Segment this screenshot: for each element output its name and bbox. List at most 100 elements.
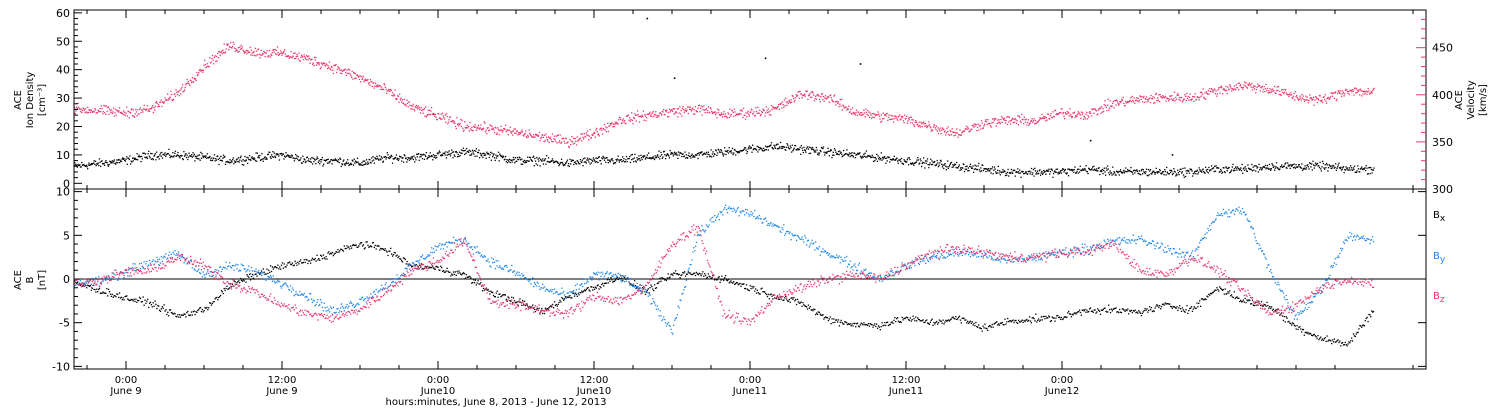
velocity-point bbox=[719, 114, 721, 117]
velocity-point bbox=[306, 56, 309, 58]
velocity-point bbox=[1277, 85, 1280, 88]
density-point bbox=[1280, 165, 1282, 168]
density-point bbox=[1112, 166, 1114, 168]
velocity-point bbox=[627, 114, 630, 116]
velocity-point bbox=[528, 129, 530, 131]
density-point bbox=[1102, 172, 1104, 175]
velocity-point bbox=[1314, 99, 1316, 101]
velocity-point bbox=[170, 90, 172, 93]
velocity-point bbox=[1260, 87, 1263, 89]
Bx-point bbox=[707, 273, 709, 275]
Bx-point bbox=[517, 304, 519, 307]
density-point bbox=[660, 151, 662, 154]
density-point bbox=[570, 160, 572, 162]
velocity-point bbox=[969, 129, 972, 132]
density-point bbox=[602, 155, 604, 158]
Bx-point bbox=[116, 293, 118, 295]
velocity-point bbox=[668, 115, 670, 118]
Bx-point bbox=[702, 271, 704, 273]
density-point bbox=[820, 150, 822, 153]
density-point bbox=[344, 164, 346, 166]
density-point bbox=[757, 151, 759, 153]
velocity-point bbox=[1077, 111, 1079, 113]
velocity-point bbox=[1288, 93, 1291, 95]
Bx-point bbox=[539, 313, 541, 315]
velocity-point bbox=[214, 55, 216, 57]
density-point bbox=[877, 155, 879, 157]
density-point bbox=[819, 149, 821, 152]
density-point bbox=[710, 149, 712, 151]
velocity-point bbox=[456, 117, 458, 119]
velocity-point bbox=[557, 135, 559, 137]
density-point bbox=[1283, 165, 1285, 167]
velocity-point bbox=[1191, 98, 1193, 100]
density-point bbox=[1364, 167, 1366, 169]
density-point bbox=[580, 161, 582, 163]
velocity-axis-label-line-1: ACE bbox=[1454, 90, 1465, 110]
velocity-point bbox=[659, 112, 661, 114]
density-point bbox=[152, 158, 154, 161]
velocity-point bbox=[1207, 93, 1209, 95]
velocity-point bbox=[417, 108, 419, 110]
density-point bbox=[1169, 169, 1171, 172]
density-point bbox=[94, 160, 97, 163]
velocity-point bbox=[836, 100, 838, 103]
velocity-point bbox=[521, 129, 523, 131]
velocity-point bbox=[154, 109, 156, 111]
Bx-point bbox=[661, 277, 663, 279]
density-point bbox=[540, 158, 542, 161]
velocity-point bbox=[1143, 95, 1145, 98]
density-point bbox=[188, 152, 190, 154]
velocity-point bbox=[153, 107, 155, 109]
density-point bbox=[591, 159, 593, 162]
density-point bbox=[535, 163, 537, 165]
density-point bbox=[1337, 164, 1339, 166]
velocity-point bbox=[282, 52, 284, 55]
density-point bbox=[341, 163, 343, 165]
Bx-point bbox=[246, 274, 248, 276]
velocity-point bbox=[1290, 94, 1293, 96]
density-point bbox=[380, 159, 382, 161]
velocity-point bbox=[116, 110, 119, 112]
density-point bbox=[1320, 168, 1322, 170]
velocity-point bbox=[1043, 116, 1045, 118]
Bx-point bbox=[387, 254, 389, 257]
velocity-point bbox=[577, 139, 580, 141]
velocity-point bbox=[345, 74, 348, 76]
density-point bbox=[1350, 165, 1352, 167]
density-point bbox=[749, 147, 751, 150]
Bx-point bbox=[166, 313, 168, 316]
density-point bbox=[538, 160, 540, 162]
Bx-point bbox=[701, 273, 703, 275]
velocity-point bbox=[484, 122, 486, 124]
velocity-point bbox=[505, 130, 507, 133]
velocity-point bbox=[879, 118, 881, 120]
velocity-point bbox=[978, 125, 981, 127]
velocity-point bbox=[315, 64, 318, 66]
Bx-point bbox=[402, 257, 405, 259]
density-point bbox=[1311, 169, 1313, 171]
velocity-point bbox=[652, 110, 654, 113]
density-point bbox=[425, 155, 427, 158]
velocity-point bbox=[248, 51, 251, 53]
density-point bbox=[1242, 168, 1245, 170]
density-point bbox=[1256, 167, 1258, 169]
density-point bbox=[1294, 167, 1297, 169]
density-point bbox=[1357, 165, 1359, 167]
velocity-point bbox=[1071, 116, 1074, 118]
velocity-point bbox=[1258, 85, 1260, 87]
Bx-point bbox=[207, 309, 209, 311]
Bx-point bbox=[482, 287, 485, 290]
velocity-point bbox=[1060, 111, 1062, 114]
velocity-point bbox=[349, 73, 351, 75]
velocity-point bbox=[1121, 98, 1123, 100]
Bx-point bbox=[590, 286, 592, 288]
velocity-point bbox=[735, 114, 737, 117]
density-point bbox=[971, 167, 973, 169]
density-point bbox=[1051, 169, 1053, 171]
density-point bbox=[479, 157, 481, 159]
density-point bbox=[938, 164, 940, 166]
velocity-point bbox=[631, 112, 633, 114]
density-point bbox=[324, 159, 326, 162]
Bx-point bbox=[811, 308, 813, 311]
